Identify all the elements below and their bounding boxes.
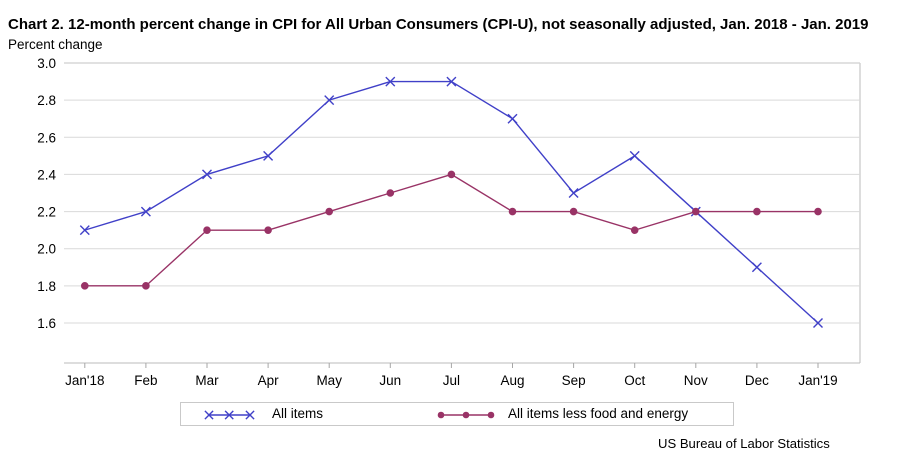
svg-text:3.0: 3.0 [37,56,56,71]
svg-text:Oct: Oct [624,373,645,388]
svg-text:Jan'19: Jan'19 [798,373,837,388]
svg-text:Apr: Apr [258,373,280,388]
svg-text:May: May [316,373,342,388]
svg-text:1.8: 1.8 [37,279,56,294]
svg-text:2.4: 2.4 [37,167,56,182]
svg-text:2.6: 2.6 [37,130,56,145]
svg-text:Dec: Dec [745,373,769,388]
svg-text:Feb: Feb [134,373,157,388]
svg-text:2.0: 2.0 [37,242,56,257]
svg-text:2.2: 2.2 [37,205,56,220]
svg-text:Mar: Mar [195,373,219,388]
svg-text:Sep: Sep [562,373,586,388]
svg-text:1.6: 1.6 [37,316,56,331]
svg-text:Jun: Jun [379,373,401,388]
svg-text:Aug: Aug [500,373,524,388]
svg-text:Nov: Nov [684,373,708,388]
svg-text:Jul: Jul [443,373,460,388]
svg-text:2.8: 2.8 [37,93,56,108]
svg-text:Jan'18: Jan'18 [65,373,104,388]
